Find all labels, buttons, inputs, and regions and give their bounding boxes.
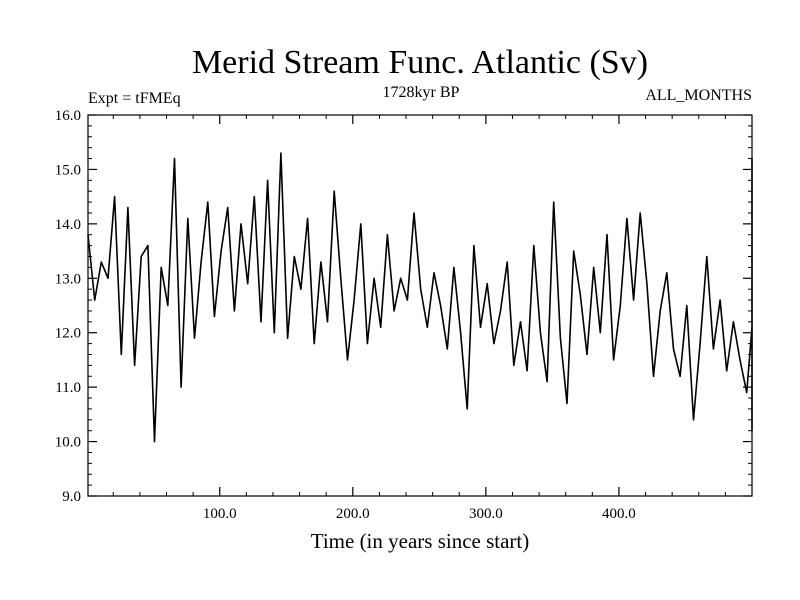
x-axis-label: Time (in years since start)	[311, 529, 530, 553]
y-tick-label: 12.0	[55, 326, 81, 342]
y-tick-label: 14.0	[55, 217, 81, 233]
y-tick-labels: 9.0 10.0 11.0 12.0 13.0 14.0 15.0 16.0	[55, 108, 81, 505]
x-tick-label: 300.0	[469, 506, 503, 522]
y-tick-label: 10.0	[55, 435, 81, 451]
period-label: 1728kyr BP	[383, 84, 460, 101]
y-tick-label: 11.0	[55, 380, 81, 396]
chart-title: Merid Stream Func. Atlantic (Sv)	[192, 44, 648, 81]
experiment-label: Expt = tFMEq	[88, 90, 181, 107]
x-tick-labels: 100.0 200.0 300.0 400.0	[203, 506, 636, 522]
x-tick-label: 200.0	[336, 506, 370, 522]
y-tick-label: 16.0	[55, 108, 81, 124]
x-tick-label: 100.0	[203, 506, 237, 522]
plot-frame	[87, 114, 753, 497]
months-label: ALL_MONTHS	[645, 87, 752, 104]
y-tick-label: 13.0	[55, 271, 81, 287]
x-tick-label: 400.0	[602, 506, 636, 522]
y-tick-label: 15.0	[55, 162, 81, 178]
y-tick-label: 9.0	[62, 489, 81, 505]
